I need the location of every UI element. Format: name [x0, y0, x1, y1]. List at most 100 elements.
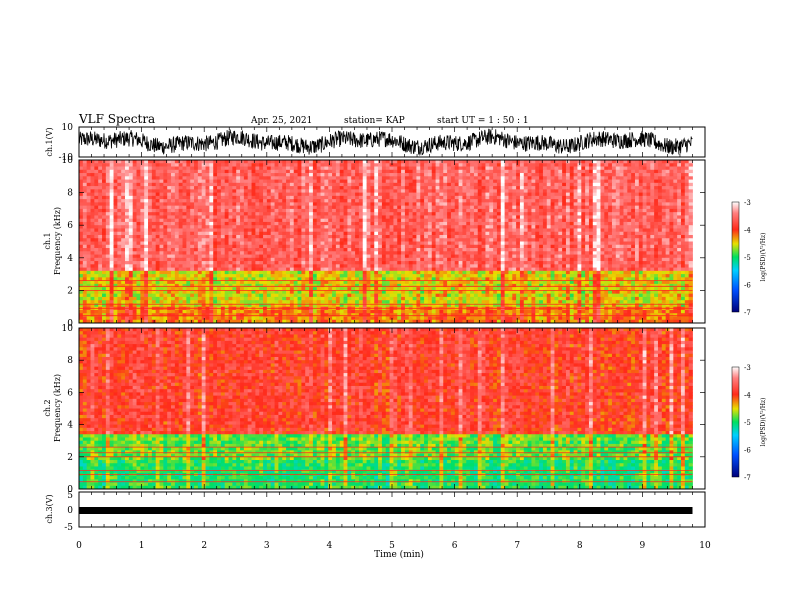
- spectrogram-cell: [174, 186, 180, 190]
- spectrogram-cell: [117, 234, 122, 239]
- spectrogram-cell: [309, 212, 314, 216]
- spectrogram-cell: [519, 208, 525, 213]
- spectrogram-cell: [159, 173, 164, 177]
- spectrogram-cell: [447, 254, 452, 259]
- spectrogram-cell: [266, 228, 272, 233]
- spectrogram-cell: [684, 182, 690, 187]
- spectrogram-cell: [657, 218, 663, 223]
- spectrogram-cell: [680, 179, 686, 184]
- spectrogram-cell: [132, 212, 137, 216]
- spectrogram-cell: [332, 163, 337, 167]
- spectrogram-cell: [343, 182, 348, 187]
- spectrogram-cell: [385, 186, 390, 190]
- spectrogram-cell: [424, 166, 429, 171]
- spectrogram-cell: [581, 244, 586, 249]
- spectrogram-cell: [535, 173, 540, 177]
- spectrogram-cell: [661, 218, 667, 223]
- spectrogram-cell: [385, 244, 390, 249]
- spectrogram-cell: [542, 244, 548, 249]
- spectrogram-cell: [182, 238, 187, 242]
- spectrogram-cell: [661, 205, 667, 210]
- spectrogram-cell: [378, 251, 383, 255]
- spectrogram-cell: [512, 160, 517, 164]
- spectrogram-cell: [251, 202, 256, 207]
- spectrogram-cell: [562, 208, 567, 213]
- spectrogram-cell: [554, 231, 559, 236]
- spectrogram-cell: [657, 215, 663, 220]
- spectrogram-cell: [293, 163, 298, 167]
- spectrogram-cell: [535, 199, 540, 203]
- spectrogram-cell: [171, 231, 176, 236]
- spectrogram-cell: [588, 234, 594, 239]
- spectrogram-cell: [255, 254, 260, 259]
- spectrogram-cell: [144, 218, 149, 223]
- spectrogram-cell: [577, 169, 582, 174]
- spectrogram-cell: [646, 176, 651, 180]
- spectrogram-cell: [167, 257, 172, 262]
- spectrogram-cell: [128, 215, 134, 220]
- spectrogram-cell: [186, 251, 191, 255]
- spectrogram-cell: [335, 254, 341, 259]
- spectrogram-cell: [98, 195, 103, 200]
- spectrogram-cell: [665, 251, 670, 255]
- spectrogram-cell: [642, 195, 647, 200]
- spectrogram-cell: [335, 218, 341, 223]
- spectrogram-cell: [385, 231, 390, 236]
- spectrogram-cell: [565, 173, 571, 177]
- spectrogram-cell: [228, 160, 233, 164]
- spectrogram-cell: [117, 238, 122, 242]
- spectrogram-cell: [121, 205, 126, 210]
- spectrogram-cell: [608, 160, 613, 164]
- spectrogram-cell: [585, 166, 590, 171]
- spectrogram-cell: [247, 169, 252, 174]
- spectrogram-cell: [473, 238, 479, 242]
- spectrogram-cell: [427, 244, 433, 249]
- spectrogram-cell: [132, 231, 137, 236]
- spectrogram-cell: [481, 208, 486, 213]
- spectrogram-cell: [194, 231, 199, 236]
- spectrogram-cell: [247, 160, 252, 164]
- spectrogram-cell: [454, 192, 459, 197]
- spectrogram-cell: [485, 215, 490, 220]
- spectrogram-cell: [197, 166, 203, 171]
- spectrogram-cell: [504, 182, 509, 187]
- spectrogram-cell: [282, 202, 287, 207]
- spectrogram-cell: [542, 238, 548, 242]
- spectrogram-cell: [293, 179, 298, 184]
- spectrogram-cell: [190, 166, 195, 171]
- spectrogram-cell: [489, 244, 494, 249]
- spectrogram-cell: [82, 241, 88, 246]
- spectrogram-cell: [454, 228, 459, 233]
- spectrogram-cell: [420, 234, 425, 239]
- spectrogram-cell: [167, 199, 172, 203]
- spectrogram-cell: [673, 225, 678, 229]
- spectrogram-cell: [416, 202, 421, 207]
- spectrogram-cell: [224, 248, 229, 252]
- spectrogram-cell: [320, 169, 325, 174]
- spectrogram-cell: [638, 195, 644, 200]
- spectrogram-cell: [680, 244, 686, 249]
- spectrogram-cell: [343, 173, 348, 177]
- spectrogram-cell: [186, 195, 191, 200]
- spectrogram-cell: [654, 192, 659, 197]
- spectrogram-cell: [121, 234, 126, 239]
- spectrogram-cell: [634, 176, 640, 180]
- spectrogram-cell: [217, 166, 222, 171]
- spectrogram-cell: [631, 179, 636, 184]
- spectrogram-cell: [174, 228, 180, 233]
- spectrogram-cell: [240, 212, 245, 216]
- spectrogram-cell: [435, 199, 440, 203]
- spectrogram-cell: [201, 248, 206, 252]
- spectrogram-cell: [439, 212, 444, 216]
- spectrogram-cell: [416, 215, 421, 220]
- spectrogram-cell: [266, 176, 272, 180]
- spectrogram-cell: [512, 163, 517, 167]
- spectrogram-cell: [535, 248, 540, 252]
- spectrogram-cell: [397, 248, 402, 252]
- spectrogram-cell: [86, 202, 91, 207]
- spectrogram-cell: [332, 208, 337, 213]
- spectrogram-cell: [194, 202, 199, 207]
- spectrogram-cell: [251, 218, 256, 223]
- spectrogram-cell: [657, 163, 663, 167]
- spectrogram-cell: [236, 228, 241, 233]
